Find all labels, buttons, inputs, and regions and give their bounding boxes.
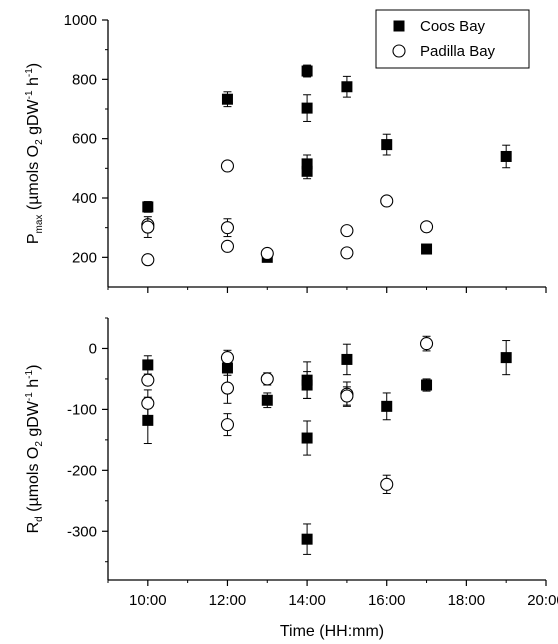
data-point: [301, 533, 313, 545]
y-tick-label: -200: [67, 462, 97, 479]
x-tick-label: 10:00: [129, 592, 167, 609]
data-point: [220, 159, 235, 173]
legend-label: Coos Bay: [420, 18, 486, 35]
series-coos-bay: [142, 340, 512, 555]
data-point: [141, 220, 155, 234]
y-tick-label: -100: [67, 401, 97, 418]
data-point: [421, 379, 433, 391]
x-tick-label: 14:00: [288, 592, 326, 609]
data-point: [142, 414, 154, 426]
data-point: [260, 246, 274, 261]
data-point: [340, 389, 354, 403]
legend-marker-circle: [392, 44, 406, 58]
data-point: [141, 373, 155, 387]
data-point: [500, 150, 512, 162]
top-panel: 200 400 600 800 1000 Pmax (µmols O2 gDW-1 h-1…: [24, 12, 547, 293]
x-tick-label: 20:00: [527, 592, 558, 609]
data-point: [421, 243, 433, 255]
data-point: [301, 379, 313, 391]
data-point: [381, 139, 393, 151]
y-tick-label: 1000: [64, 12, 97, 29]
data-point: [260, 372, 274, 386]
legend: Coos Bay Padilla Bay: [375, 9, 530, 69]
data-point: [340, 246, 354, 260]
legend-marker-square: [393, 20, 405, 32]
y-axis-title: Rd (µmols O2 gDW-1 h-1): [24, 365, 45, 534]
y-tick-label: -300: [67, 523, 97, 540]
data-point: [220, 239, 235, 253]
data-point: [142, 359, 154, 371]
legend-box: [375, 9, 530, 69]
legend-label: Padilla Bay: [420, 43, 496, 60]
y-tick-label: 600: [72, 131, 97, 148]
data-point: [419, 220, 434, 234]
data-point: [301, 65, 313, 77]
x-tick-label: 18:00: [448, 592, 486, 609]
data-point: [141, 396, 155, 410]
data-point: [220, 221, 235, 235]
data-point: [142, 201, 154, 213]
data-point: [301, 432, 313, 444]
data-point: [220, 381, 235, 395]
data-point: [380, 194, 394, 208]
y-tick-label: 400: [72, 190, 97, 207]
x-tick-label: 12:00: [209, 592, 247, 609]
data-point: [419, 337, 434, 351]
data-point: [381, 400, 393, 412]
data-point: [141, 253, 155, 267]
data-point: [380, 477, 394, 491]
y-axis-title: Pmax (µmols O2 gDW-1 h-1): [24, 63, 45, 244]
y-tick-label: 200: [72, 249, 97, 266]
data-point: [341, 353, 353, 365]
data-point: [221, 93, 233, 105]
series-padilla-bay: [141, 335, 434, 494]
data-point: [220, 418, 235, 432]
y-tick-label: 0: [89, 340, 97, 357]
data-point: [220, 351, 235, 365]
data-point: [301, 102, 313, 114]
data-point: [261, 394, 273, 406]
data-point: [340, 224, 354, 238]
series-coos-bay: [142, 64, 512, 263]
data-point: [221, 362, 233, 374]
bottom-panel: -300 -200 -100 0 Rd (µmols O2 gDW-1 h-1): [24, 317, 547, 586]
data-point: [301, 165, 313, 177]
data-point: [500, 352, 512, 364]
data-point: [341, 81, 353, 93]
series-padilla-bay: [141, 159, 434, 267]
x-axis-title: Time (HH:mm): [280, 623, 384, 640]
y-tick-label: 800: [72, 71, 97, 88]
x-tick-label: 16:00: [368, 592, 406, 609]
